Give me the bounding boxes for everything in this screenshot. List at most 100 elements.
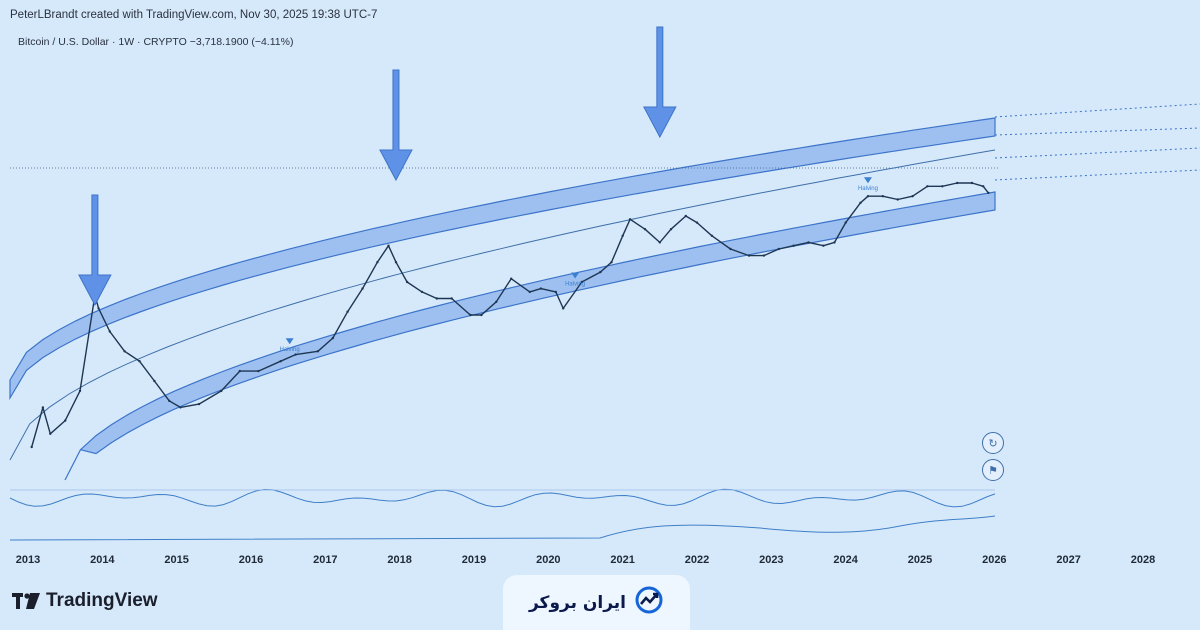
x-tick-label: 2024 [833,554,858,566]
price-point [599,270,602,274]
price-point [881,195,884,198]
channel-projection [994,147,1200,159]
arrow-down-icon [78,194,112,307]
price-point [108,330,112,333]
tradingview-brand: TradingView [12,590,158,612]
arrow-down-icon [379,69,413,182]
price-point [807,241,810,244]
price-point [480,313,483,317]
price-point [777,247,780,251]
price-point [896,198,899,201]
price-point [179,406,182,409]
price-point [450,297,453,300]
channel-projection [994,127,1200,136]
x-tick-label: 2017 [313,554,337,566]
price-point [361,287,364,290]
price-point [970,181,974,185]
price-point [316,350,320,353]
halving-label: Halving [565,282,585,288]
price-point [49,432,52,435]
x-tick-label: 2021 [610,554,634,566]
x-tick-label: 2022 [685,554,709,566]
volume-trend-line [9,515,996,541]
x-tick-label: 2023 [759,554,783,566]
price-point [41,406,45,409]
x-tick-label: 2018 [387,554,411,566]
price-point [420,290,424,294]
price-point [833,241,836,244]
price-point [710,234,714,237]
price-point [78,389,82,393]
price-point [747,254,751,257]
x-tick-label: 2019 [462,554,486,566]
oscillator-line [9,488,996,508]
price-point [822,244,825,247]
replay-icon[interactable]: ↻ [982,432,1004,454]
price-point [844,221,847,224]
halving-marker-icon [571,272,580,279]
price-point [495,300,498,303]
price-point [911,195,914,198]
price-point [405,280,409,284]
chart-side-tools: ↻ ⚑ [982,432,1004,481]
price-point [153,379,156,383]
price-point [294,353,297,356]
channel-midline [9,149,996,461]
price-point [643,228,647,231]
price-point [669,228,673,231]
x-tick-label: 2027 [1056,554,1080,566]
price-series [30,181,990,449]
price-point [628,218,632,221]
price-point [279,360,282,363]
price-point [866,195,870,198]
price-point [331,336,334,340]
tradingview-logo-icon [12,593,40,609]
price-point [469,313,472,317]
growth-channel [9,103,1200,481]
price-point [63,419,67,422]
price-point [435,297,438,300]
halving-label: Halving [280,347,300,353]
price-point [30,445,33,449]
price-point [123,350,126,353]
upper-band [9,117,996,401]
x-tick-label: 2026 [982,554,1006,566]
price-point [658,241,661,244]
price-point [376,261,379,264]
cycle-top-arrows [78,26,677,307]
price-point [621,234,624,237]
halving-marker-icon [285,338,294,345]
price-point [554,290,557,294]
price-point [387,244,390,247]
x-axis: 2013 2014 2015 2016 2017 2018 2019 2020 2021 2022… [16,554,1155,566]
x-tick-label: 2028 [1131,554,1155,566]
price-point [539,287,543,290]
price-point [859,201,862,204]
symbol-info[interactable]: Bitcoin / U.S. Dollar · 1W · CRYPTO −3,7… [18,36,294,48]
x-tick-label: 2020 [536,554,560,566]
price-point [138,360,141,363]
iranbroker-logo-icon [634,585,664,620]
iranbroker-text: ایران بروکر [528,592,627,613]
price-point [562,307,565,310]
price-point [956,181,959,185]
midline-curve [9,149,996,461]
x-tick-label: 2016 [239,554,263,566]
channel-projection [994,169,1200,181]
price-point [792,244,795,247]
x-tick-label: 2025 [908,554,932,566]
lower-band [64,191,996,481]
flag-icon[interactable]: ⚑ [982,459,1004,481]
tradingview-wordmark: TradingView [46,590,158,611]
x-tick-label: 2014 [90,554,115,566]
channel-projection [994,103,1200,118]
chart-attribution: PeterLBrandt created with TradingView.co… [10,9,378,21]
price-point [168,399,171,402]
price-point [695,221,699,224]
price-point [762,254,766,257]
indicator-panes [9,488,996,541]
price-point [257,369,260,373]
price-point [610,261,613,264]
price-point [982,185,985,188]
